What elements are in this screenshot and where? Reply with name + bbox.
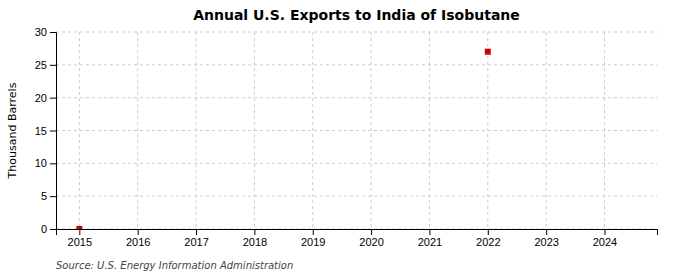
x-axis: 2015 2016 2017 2018 2019 2020 2021 2022 2023 2024 xyxy=(57,229,658,248)
tick-label: 25 xyxy=(35,59,47,71)
grid-line xyxy=(56,64,657,65)
tick-mark xyxy=(50,229,56,230)
annotation: Source: U.S. Energy Information Administ… xyxy=(56,260,293,271)
tick-label: 2016 xyxy=(126,236,150,248)
y-axis: 0 5 10 15 20 25 30 xyxy=(35,26,57,235)
tick-label: 2024 xyxy=(593,236,617,248)
tick-mark xyxy=(313,229,314,235)
tick: 2016 xyxy=(126,229,150,248)
tick-mark xyxy=(50,131,56,132)
grid-line xyxy=(56,32,657,33)
tick-mark xyxy=(138,229,139,235)
tick-label: 2022 xyxy=(476,236,500,248)
chart: 2015201620172018201920202021202220232024… xyxy=(0,0,675,275)
tick-mark xyxy=(196,229,197,235)
tick-mark xyxy=(79,229,80,235)
axis-line xyxy=(50,33,57,230)
tick-label: 2020 xyxy=(359,236,383,248)
tick-mark xyxy=(50,98,56,99)
tick: 2020 xyxy=(359,229,383,248)
point xyxy=(485,49,491,55)
tick: 10 xyxy=(35,157,56,169)
tick-mark xyxy=(604,229,605,235)
grid-line xyxy=(56,163,657,164)
tick-mark xyxy=(50,65,56,66)
grid-line xyxy=(312,32,313,229)
tick-mark xyxy=(50,163,56,164)
tick: 0 xyxy=(41,223,56,235)
grid-line xyxy=(56,97,657,98)
tick-label: 2023 xyxy=(534,236,558,248)
tick: 30 xyxy=(35,26,56,38)
tick-label: 2018 xyxy=(243,236,267,248)
tick: 2015 xyxy=(68,229,92,248)
tick-mark xyxy=(371,229,372,235)
tick-label: 5 xyxy=(41,190,47,202)
axis-line xyxy=(57,230,658,236)
point xyxy=(76,226,82,229)
tick-mark xyxy=(254,229,255,235)
points xyxy=(76,49,490,229)
tick: 2022 xyxy=(476,229,500,248)
tick-mark xyxy=(546,229,547,235)
tick-label: 10 xyxy=(35,157,47,169)
tick-label: 2019 xyxy=(301,236,325,248)
tick-mark xyxy=(488,229,489,235)
tick: 5 xyxy=(41,190,56,202)
tick: 25 xyxy=(35,59,56,71)
tick-mark xyxy=(50,196,56,197)
tick: 2023 xyxy=(534,229,558,248)
tick-mark xyxy=(429,229,430,235)
tick-label: 15 xyxy=(35,125,47,137)
tick-label: 0 xyxy=(41,223,47,235)
tick: 20 xyxy=(35,92,56,104)
grid xyxy=(56,32,657,229)
tick-label: 20 xyxy=(35,92,47,104)
tick-label: 30 xyxy=(35,26,47,38)
plot: 2015201620172018201920202021202220232024… xyxy=(35,26,658,248)
tick: 15 xyxy=(35,125,56,137)
title: Annual U.S. Exports to India of Isobutan… xyxy=(193,7,520,23)
tick: 2017 xyxy=(184,229,208,248)
tick: 2024 xyxy=(593,229,617,248)
tick-label: 2017 xyxy=(184,236,208,248)
tick: 2021 xyxy=(418,229,442,248)
tick-mark xyxy=(50,32,56,33)
tick-label: 2015 xyxy=(68,236,92,248)
y-axis-title: Thousand Barrels xyxy=(6,82,19,179)
tick: 2018 xyxy=(243,229,267,248)
grid-line xyxy=(546,32,547,229)
grid-line xyxy=(56,130,657,131)
grid-line xyxy=(137,32,138,229)
tick: 2019 xyxy=(301,229,325,248)
grid-line xyxy=(79,32,80,229)
grid-line xyxy=(56,196,657,197)
tick-label: 2021 xyxy=(418,236,442,248)
